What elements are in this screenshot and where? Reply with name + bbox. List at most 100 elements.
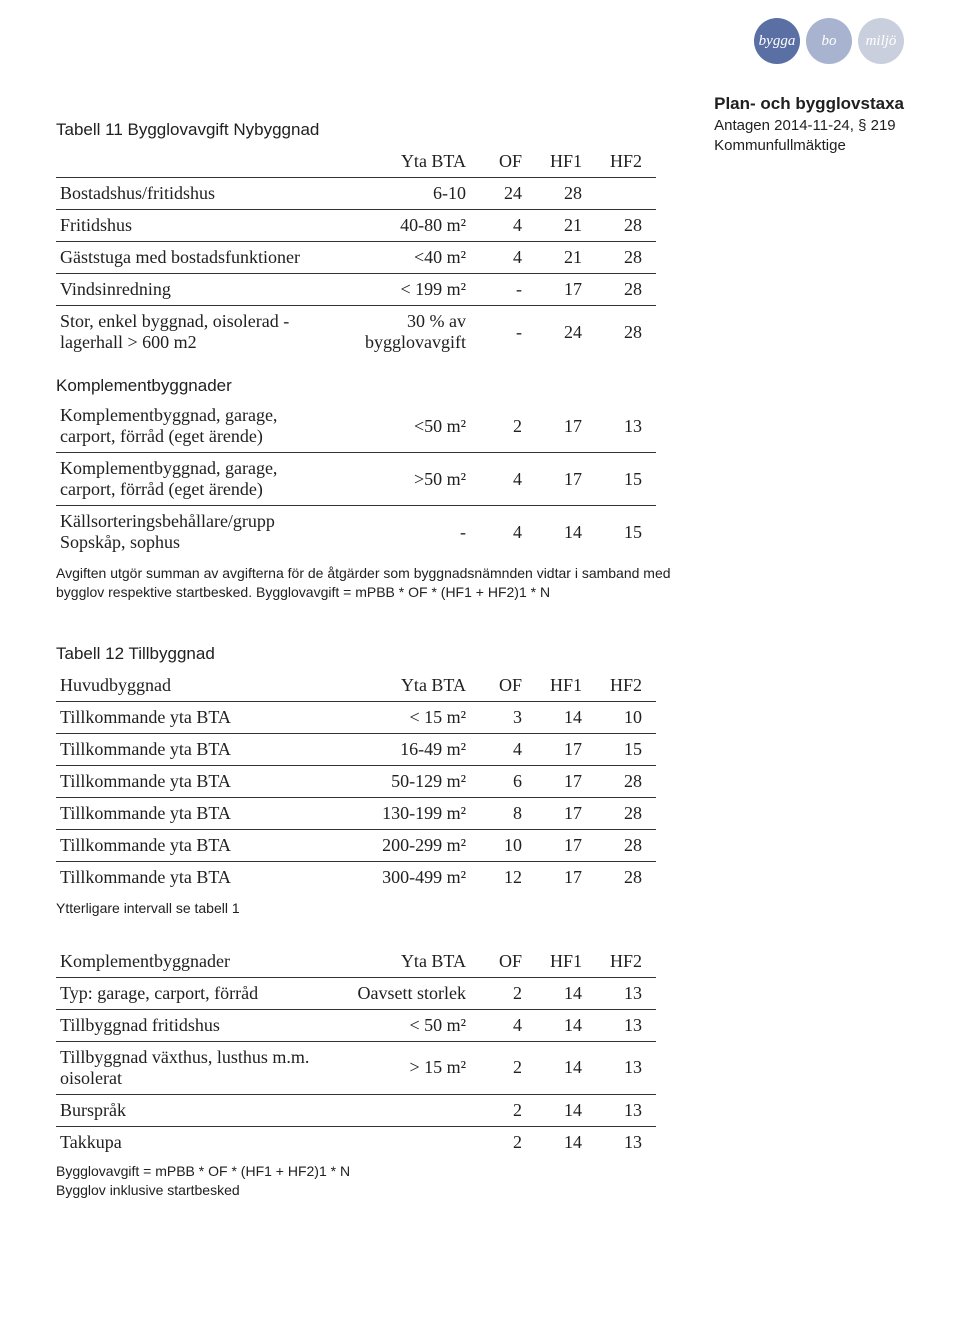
cell: 200-299 m² [336, 829, 476, 861]
table-row: Tillkommande yta BTA< 15 m²31410 [56, 701, 656, 733]
table-header-row: Yta BTA OF HF1 HF2 [56, 146, 656, 178]
col-hf1: HF1 [536, 670, 596, 702]
cell: < 50 m² [336, 1009, 476, 1041]
cell: 21 [536, 210, 596, 242]
cell: 15 [596, 506, 656, 559]
badge-bo: bo [806, 18, 852, 64]
cell: Komplementbyggnad, garage, carport, förr… [56, 453, 336, 506]
cell: 24 [476, 178, 536, 210]
tabell-11-block: Tabell 11 Bygglovavgift Nybyggnad Yta BT… [56, 120, 696, 602]
tabell-11-sub: Komplementbyggnad, garage, carport, förr… [56, 400, 656, 558]
table-row: Tillkommande yta BTA130-199 m²81728 [56, 797, 656, 829]
cell: 13 [596, 1009, 656, 1041]
badge-miljo: miljö [858, 18, 904, 64]
badge-row: bygga bo miljö [714, 18, 904, 64]
cell: 2 [476, 1094, 536, 1126]
cell: 28 [536, 178, 596, 210]
table-row: Burspråk21413 [56, 1094, 656, 1126]
cell: 13 [596, 977, 656, 1009]
cell: 6 [476, 765, 536, 797]
cell: 17 [536, 797, 596, 829]
cell: Tillkommande yta BTA [56, 733, 336, 765]
tabell-12: Huvudbyggnad Yta BTA OF HF1 HF2 Tillkomm… [56, 670, 656, 893]
col-of: OF [476, 670, 536, 702]
col-hf1: HF1 [536, 946, 596, 978]
col-komp: Komplementbyggnader [56, 946, 336, 978]
tabell-12-sub: Komplementbyggnader Yta BTA OF HF1 HF2 T… [56, 946, 656, 1158]
cell: 14 [536, 1041, 596, 1094]
cell: 28 [596, 861, 656, 893]
cell: 17 [536, 274, 596, 306]
cell: 4 [476, 453, 536, 506]
cell: 28 [596, 242, 656, 274]
cell: 14 [536, 701, 596, 733]
tabell-11-sub-body: Komplementbyggnad, garage, carport, förr… [56, 400, 656, 558]
badge-label: bo [822, 33, 837, 50]
cell: 4 [476, 733, 536, 765]
col-hf2: HF2 [596, 670, 656, 702]
cell: 17 [536, 453, 596, 506]
table-row: Gäststuga med bostadsfunktioner<40 m²421… [56, 242, 656, 274]
cell: 30 % av bygglovavgift [336, 306, 476, 359]
header-right: bygga bo miljö Plan- och bygglovstaxa An… [714, 18, 904, 157]
cell: Typ: garage, carport, förråd [56, 977, 336, 1009]
cell: 3 [476, 701, 536, 733]
badge-label: bygga [759, 33, 796, 50]
table-header-row: Komplementbyggnader Yta BTA OF HF1 HF2 [56, 946, 656, 978]
cell: 15 [596, 733, 656, 765]
cell: Källsorteringsbehållare/grupp Sopskåp, s… [56, 506, 336, 559]
table-row: Källsorteringsbehållare/grupp Sopskåp, s… [56, 506, 656, 559]
cell: - [476, 306, 536, 359]
cell: 2 [476, 400, 536, 453]
cell: 10 [476, 829, 536, 861]
cell: 17 [536, 733, 596, 765]
cell: 130-199 m² [336, 797, 476, 829]
cell: 14 [536, 1094, 596, 1126]
tabell-12-note1: Ytterligare intervall se tabell 1 [56, 899, 696, 918]
table-row: Tillkommande yta BTA16-49 m²41715 [56, 733, 656, 765]
tabell-12-title: Tabell 12 Tillbyggnad [56, 644, 696, 664]
doc-title: Plan- och bygglovstaxa [714, 94, 904, 114]
cell: Fritidshus [56, 210, 336, 242]
doc-subtitle-2: Kommunfullmäktige [714, 136, 904, 156]
cell: > 15 m² [336, 1041, 476, 1094]
cell: - [476, 274, 536, 306]
doc-subtitle-1: Antagen 2014-11-24, § 219 [714, 116, 904, 136]
cell: < 15 m² [336, 701, 476, 733]
cell: 17 [536, 400, 596, 453]
cell: 8 [476, 797, 536, 829]
cell: <50 m² [336, 400, 476, 453]
cell: 12 [476, 861, 536, 893]
cell: Tillbyggnad växthus, lusthus m.m. oisole… [56, 1041, 336, 1094]
table-row: Tillbyggnad fritidshus< 50 m²41413 [56, 1009, 656, 1041]
cell: Tillkommande yta BTA [56, 829, 336, 861]
cell: 2 [476, 1126, 536, 1158]
table-row: Tillkommande yta BTA50-129 m²61728 [56, 765, 656, 797]
badge-bygga: bygga [754, 18, 800, 64]
table-row: Tillkommande yta BTA200-299 m²101728 [56, 829, 656, 861]
cell: 300-499 m² [336, 861, 476, 893]
col-of: OF [476, 146, 536, 178]
col-hf1: HF1 [536, 146, 596, 178]
cell: 28 [596, 797, 656, 829]
doc-title-box: Plan- och bygglovstaxa Antagen 2014-11-2… [714, 94, 904, 157]
cell: Tillkommande yta BTA [56, 765, 336, 797]
cell: Oavsett storlek [336, 977, 476, 1009]
cell: 13 [596, 1041, 656, 1094]
cell: 16-49 m² [336, 733, 476, 765]
cell: 28 [596, 829, 656, 861]
cell: 13 [596, 400, 656, 453]
cell [336, 1094, 476, 1126]
cell: 28 [596, 306, 656, 359]
table-row: Komplementbyggnad, garage, carport, förr… [56, 453, 656, 506]
cell: Vindsinredning [56, 274, 336, 306]
col-of: OF [476, 946, 536, 978]
table-row: Fritidshus40-80 m²42128 [56, 210, 656, 242]
cell: 28 [596, 210, 656, 242]
cell: 2 [476, 977, 536, 1009]
tabell-11-note: Avgiften utgör summan av avgifterna för … [56, 564, 696, 602]
col-hf2: HF2 [596, 146, 656, 178]
table-header-row: Huvudbyggnad Yta BTA OF HF1 HF2 [56, 670, 656, 702]
col-yta: Yta BTA [336, 946, 476, 978]
table-row: Vindsinredning< 199 m²-1728 [56, 274, 656, 306]
